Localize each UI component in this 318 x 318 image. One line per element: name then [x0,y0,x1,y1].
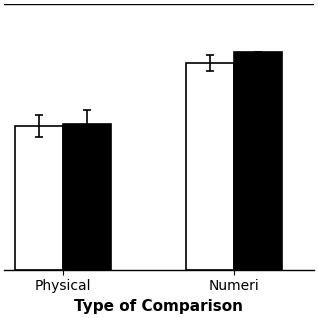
Bar [15,126,63,270]
Bar [186,63,234,270]
Legend:  [10,10,15,15]
Bar [63,124,111,270]
Bar [234,52,282,270]
X-axis label: Type of Comparison: Type of Comparison [74,299,244,314]
